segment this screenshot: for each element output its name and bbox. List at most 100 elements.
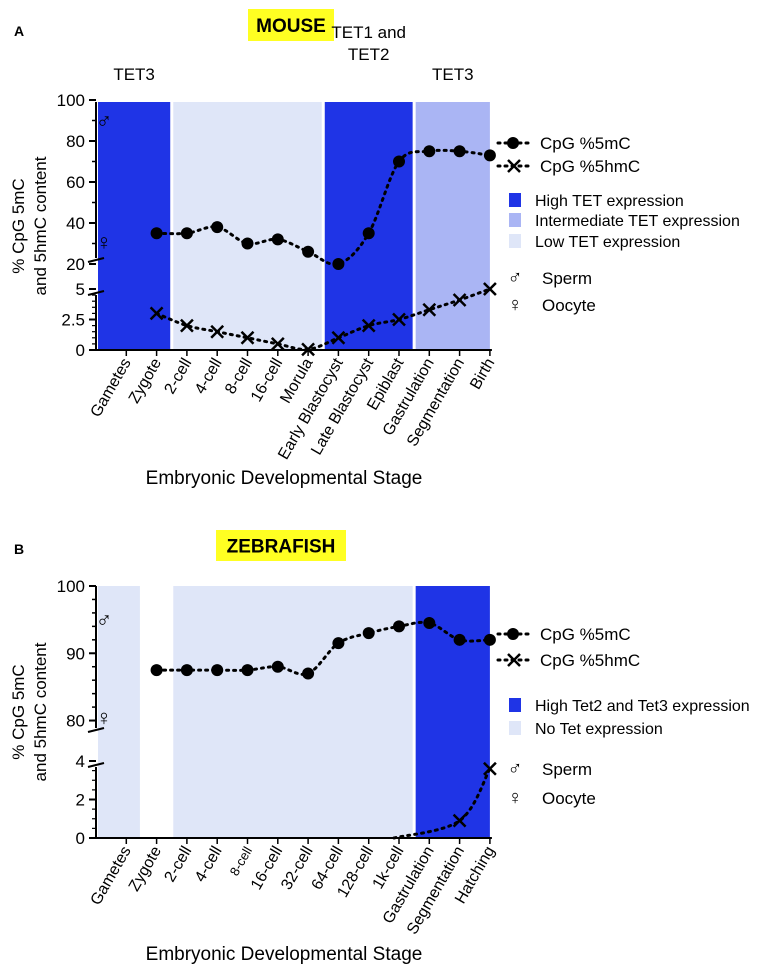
legend-swatch-high <box>509 698 521 712</box>
y-tick-label: 100 <box>57 91 85 110</box>
y-tick-label: 0 <box>76 341 85 360</box>
data-point-5mc <box>211 221 224 234</box>
legend-label: CpG %5hmC <box>540 157 640 176</box>
data-point-5mc <box>180 227 193 240</box>
legend-marker-5mc <box>507 628 519 640</box>
legend-sperm-icon: ♂ <box>508 267 523 289</box>
data-point-5hmc <box>270 337 285 351</box>
band-low <box>98 586 140 838</box>
legend-label: Oocyte <box>542 296 596 315</box>
legend-oocyte-icon: ♀ <box>508 294 523 316</box>
oocyte-mark: ♀ <box>96 229 113 254</box>
data-point-5mc <box>302 667 315 680</box>
panel-letter: B <box>14 541 24 557</box>
data-point-5hmc <box>452 813 467 828</box>
oocyte-mark: ♀ <box>96 705 113 730</box>
data-point-5mc <box>393 620 405 633</box>
data-point-5mc <box>332 258 345 270</box>
legend-label: Oocyte <box>542 789 596 808</box>
y-tick-label: 40 <box>66 214 85 233</box>
axis-break <box>87 257 105 263</box>
data-point-5mc <box>211 664 224 677</box>
data-point-5mc <box>241 664 254 677</box>
y-tick-label: 100 <box>57 577 85 596</box>
x-tick-label: 2-cell <box>162 356 196 398</box>
data-point-5hmc <box>483 282 497 296</box>
sperm-mark: ♂ <box>96 608 113 633</box>
x-axis-label: Embryonic Developmental Stage <box>146 468 423 489</box>
legend-swatch-low <box>509 234 521 248</box>
legend-marker-5hmc <box>507 159 521 173</box>
legend-sperm-icon: ♂ <box>508 758 523 780</box>
y-axis-label: % CpG 5mC and 5hmC content <box>9 642 50 781</box>
legend-swatch-high <box>509 193 521 207</box>
axis-break <box>87 762 105 768</box>
legend-swatch-intermediate <box>509 213 521 227</box>
data-point-5mc <box>150 664 163 677</box>
data-point-5hmc <box>240 330 255 345</box>
data-point-5hmc <box>210 324 225 339</box>
sperm-mark: ♂ <box>96 109 113 134</box>
legend-label: CpG %5mC <box>540 134 631 153</box>
x-tick-label: 2-cell <box>162 844 196 886</box>
x-tick-label: Gametes <box>88 356 135 421</box>
band-low <box>173 586 413 838</box>
data-point-5mc <box>271 233 284 246</box>
legend-label: Intermediate TET expression <box>535 213 740 230</box>
band-low <box>173 102 322 350</box>
chart-title: MOUSE <box>256 16 326 37</box>
y-axis-label: % CpG 5mC and 5hmC content <box>9 156 50 295</box>
legend-label: No Tet expression <box>535 721 663 738</box>
band-label: TET1 and TET2 <box>331 23 406 64</box>
legend-marker-5hmc <box>507 653 521 667</box>
data-point-5mc <box>423 145 436 158</box>
x-tick-label: 4-cell <box>192 356 226 398</box>
data-point-5hmc <box>452 293 467 307</box>
data-point-5hmc <box>392 312 406 327</box>
data-point-5hmc <box>483 761 497 776</box>
data-point-5hmc <box>301 342 315 357</box>
y-tick-label: 5 <box>76 280 85 299</box>
x-tick-label: Birth <box>467 356 498 393</box>
data-point-5mc <box>393 155 405 168</box>
y-tick-label: 80 <box>66 132 85 151</box>
data-point-5mc <box>241 237 254 250</box>
axis-break <box>87 727 105 733</box>
data-point-5mc <box>271 660 284 673</box>
legend-label: Sperm <box>542 760 592 779</box>
legend-label: Low TET expression <box>535 234 680 251</box>
data-point-5mc <box>150 227 163 240</box>
y-tick-label: 2.5 <box>61 311 85 330</box>
legend-oocyte-icon: ♀ <box>508 787 523 809</box>
data-point-5mc <box>302 245 315 258</box>
legend-label: High TET expression <box>535 193 684 210</box>
legend-label: CpG %5mC <box>540 625 631 644</box>
y-tick-label: 80 <box>66 712 85 731</box>
axis-break <box>87 290 105 296</box>
legend-label: CpG %5hmC <box>540 651 640 670</box>
data-point-5hmc <box>331 330 346 345</box>
chart-title: ZEBRAFISH <box>227 537 336 558</box>
x-tick-label: Gametes <box>88 844 135 909</box>
data-point-5mc <box>483 149 496 162</box>
legend-label: High Tet2 and Tet3 expression <box>535 698 750 715</box>
data-point-5mc <box>362 627 375 640</box>
y-tick-label: 2 <box>76 791 85 810</box>
data-point-5hmc <box>180 318 194 333</box>
band-label: TET3 <box>113 65 155 84</box>
y-tick-label: 0 <box>76 829 85 848</box>
data-point-5mc <box>423 617 436 629</box>
y-tick-label: 90 <box>66 644 85 663</box>
band-high <box>98 102 171 350</box>
band-label: TET3 <box>432 65 474 84</box>
band-high <box>324 102 413 350</box>
data-point-5mc <box>332 637 345 650</box>
data-point-5mc <box>453 145 466 158</box>
x-tick-label: 4-cell <box>192 844 226 886</box>
data-point-5hmc <box>422 302 437 317</box>
y-tick-label: 20 <box>66 255 85 274</box>
x-axis-label: Embryonic Developmental Stage <box>146 944 423 965</box>
y-tick-label: 4 <box>76 752 85 771</box>
legend-label: Sperm <box>542 269 592 288</box>
